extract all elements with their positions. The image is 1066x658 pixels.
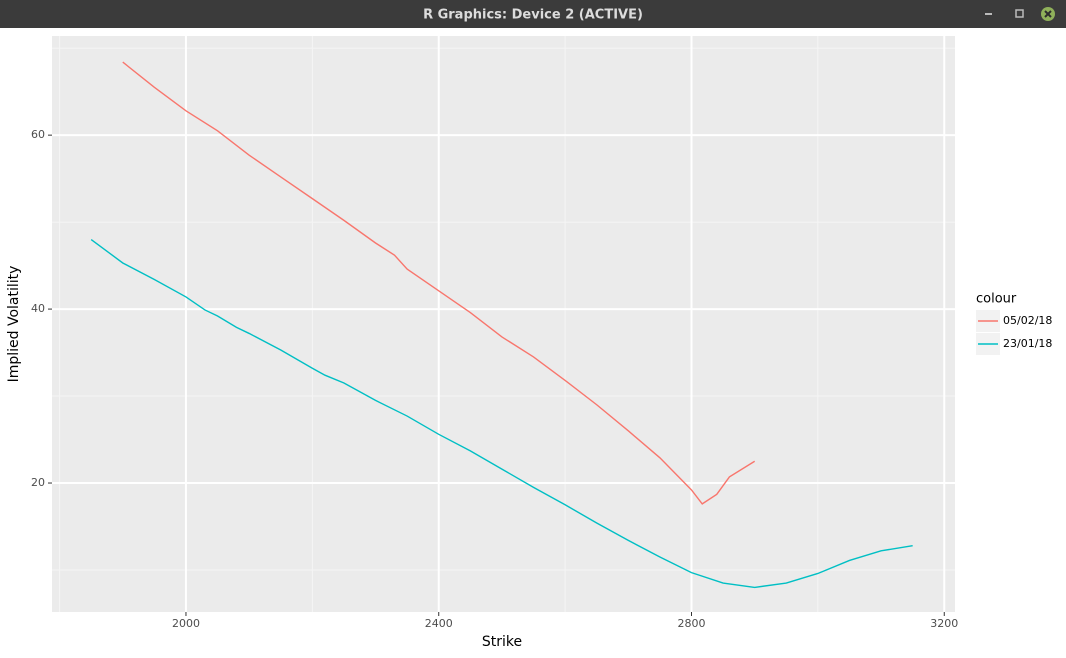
plot-panel (52, 36, 955, 612)
y-tick-label: 40 (31, 302, 45, 315)
series-line (90, 238, 913, 589)
y-tick-label: 60 (31, 128, 45, 141)
title-bar (0, 0, 1066, 28)
close-icon (1044, 10, 1052, 18)
legend: colour 05/02/18 23/01/18 (976, 292, 1052, 355)
maximize-button[interactable] (1015, 9, 1024, 18)
axes: 2000 2400 2800 3200 20 40 60 (31, 128, 958, 630)
x-axis-title: Strike (482, 634, 522, 650)
window-title: R Graphics: Device 2 (ACTIVE) (423, 8, 643, 23)
x-tick-label: 2400 (425, 617, 453, 630)
x-tick-label: 2000 (172, 617, 200, 630)
legend-title: colour (976, 292, 1017, 307)
grid (52, 36, 955, 612)
legend-label: 05/02/18 (1003, 314, 1052, 327)
lines (90, 61, 913, 589)
legend-label: 23/01/18 (1003, 337, 1052, 350)
y-axis-title: Implied Volatility (6, 266, 22, 383)
x-tick-label: 3200 (930, 617, 958, 630)
series-line (122, 61, 756, 505)
x-tick-label: 2800 (677, 617, 705, 630)
y-tick-label: 20 (31, 476, 45, 489)
